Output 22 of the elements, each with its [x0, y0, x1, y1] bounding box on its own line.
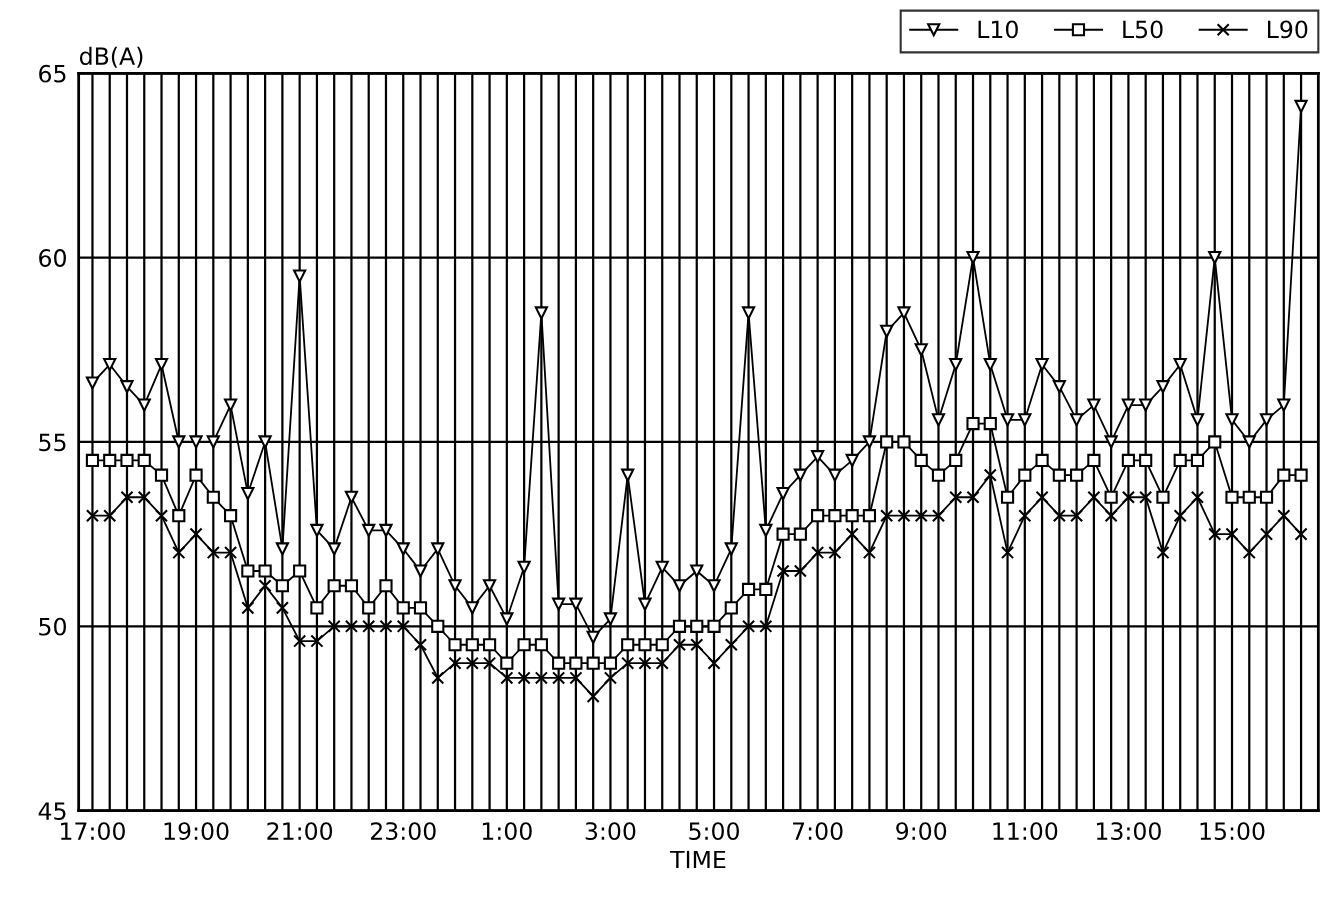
x-tick-label: 9:00: [896, 822, 947, 841]
legend-label: L10: [978, 20, 1018, 39]
y-tick-label: 45: [38, 802, 66, 820]
x-tick-label: 1:00: [482, 822, 532, 841]
y-tick-label: 65: [39, 64, 66, 83]
x-tick-label: 19:00: [164, 822, 229, 841]
x-tick-label: 5:00: [689, 822, 739, 841]
x-tick-label: 13:00: [1096, 822, 1161, 841]
x-tick-label: 23:00: [370, 822, 436, 841]
y-tick-label: 60: [39, 249, 66, 267]
x-tick-label: 11:00: [993, 822, 1058, 841]
legend-label: L90: [1268, 20, 1308, 39]
y-tick-label: 55: [39, 433, 66, 452]
legend-label: L50: [1123, 20, 1163, 39]
x-axis-title: TIME: [670, 850, 726, 869]
y-axis-title: dB(A): [79, 46, 143, 68]
x-tick-label: 7:00: [793, 822, 843, 841]
x-tick-label: 17:00: [61, 822, 125, 841]
x-tick-label: 3:00: [585, 822, 636, 841]
x-tick-label: 21:00: [267, 822, 333, 841]
x-tick-label: 15:00: [1200, 822, 1265, 841]
y-tick-label: 50: [39, 617, 66, 636]
